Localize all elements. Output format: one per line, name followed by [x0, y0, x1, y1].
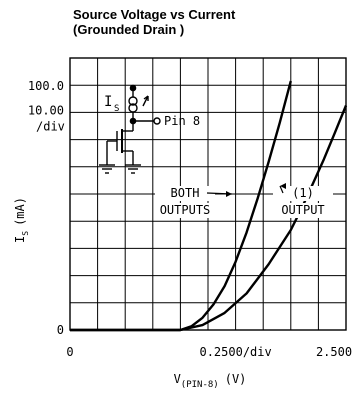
- axis-labels: 0 0.2500/div 2.500 0 10.00/div 100.0: [28, 79, 352, 359]
- y-label-unit: (mA): [13, 197, 27, 226]
- x-tick-label: 2.500: [316, 345, 352, 359]
- annotations: BOTH OUTPUTS (1) OUTPUT: [155, 183, 333, 218]
- y-tick-label: /div: [36, 119, 65, 133]
- inset-current-sub: S: [114, 104, 119, 114]
- annotation-label: OUTPUTS: [160, 203, 211, 217]
- x-tick-label: 0: [66, 345, 73, 359]
- annotation-arrowhead: [280, 183, 286, 189]
- current-source-icon: [128, 96, 138, 106]
- title-line-2: (Grounded Drain ): [73, 22, 185, 37]
- inset-current-label: I: [104, 94, 112, 110]
- title-line-1: Source Voltage vs Current: [73, 7, 236, 22]
- annotation-leader: [279, 185, 284, 194]
- x-label-unit: (V): [225, 372, 247, 386]
- x-label-sub: (PIN-8): [181, 380, 219, 390]
- y-axis-label: IS (mA): [13, 197, 30, 243]
- annotation-background: [273, 186, 333, 201]
- x-tick-label: 0.2500/div: [199, 345, 271, 359]
- annotation-background: [155, 186, 215, 201]
- chart-title: Source Voltage vs Current (Grounded Drai…: [73, 7, 235, 37]
- x-label-main: V: [174, 372, 181, 386]
- curves: [70, 80, 348, 332]
- annotation-label: BOTH: [171, 186, 200, 200]
- annotation-arrowhead: [226, 191, 232, 197]
- series-line-2: [70, 105, 348, 332]
- pin-terminal-icon: [153, 117, 161, 125]
- y-tick-label: 10.00: [28, 103, 64, 117]
- inset-pin-label: Pin 8: [164, 114, 200, 128]
- y-tick-label: 100.0: [28, 79, 64, 93]
- plot-frame: [69, 57, 347, 331]
- annotation-background: [155, 203, 215, 218]
- y-label-main: I: [13, 236, 27, 243]
- test-circuit-schematic: [99, 84, 161, 174]
- annotation-background: [273, 203, 333, 218]
- svg-text:IS(mA): IS (mA): [13, 197, 30, 243]
- annotation-label: (1): [292, 186, 314, 200]
- y-label-sub: S: [21, 231, 30, 236]
- current-arrow-icon: [142, 95, 149, 107]
- x-axis-label: V(PIN-8) (V): [174, 372, 247, 390]
- annotation-label: OUTPUT: [281, 203, 324, 217]
- current-arrowhead-2: [143, 95, 149, 100]
- y-tick-label: 0: [57, 323, 64, 337]
